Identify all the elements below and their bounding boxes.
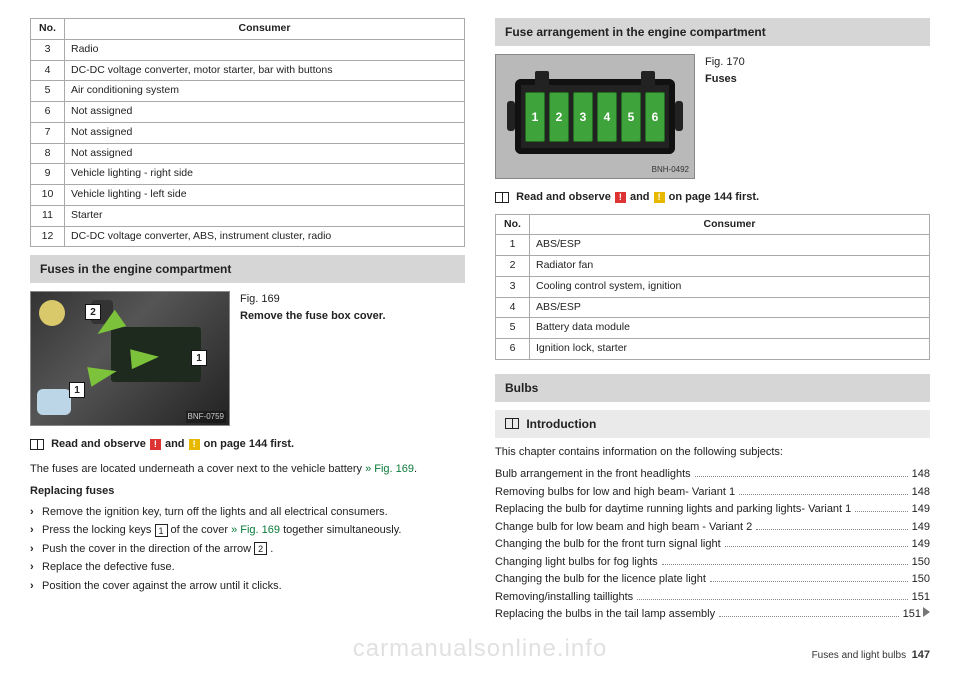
section-title-fuses-engine: Fuses in the engine compartment [30,255,465,283]
caution-icon: ! [189,439,200,450]
table-row: 4ABS/ESP [496,297,930,318]
figure-number: Fig. 169 [240,291,465,308]
left-column: No. Consumer 3Radio 4DC-DC voltage conve… [30,18,465,647]
figure-170-caption: Fig. 170 Fuses [705,54,930,179]
table-row: 3Cooling control system, ignition [496,276,930,297]
table-row: 1ABS/ESP [496,235,930,256]
subsection-introduction: Introduction [495,410,930,438]
toc-row[interactable]: Changing light bulbs for fog lights150 [495,554,930,571]
steps-list: Remove the ignition key, turn off the li… [30,504,465,595]
callout-1b: 1 [191,350,207,366]
book-icon [495,192,509,203]
figure-170-image: 1 2 3 4 5 6 BNH-0492 [495,54,695,179]
list-item: Push the cover in the direction of the a… [30,541,465,558]
fuse-slot: 5 [621,92,641,142]
figure-169: 1 1 2 BNF-0759 Fig. 169 Remove the fuse … [30,291,465,426]
figure-170: 1 2 3 4 5 6 BNH-0492 Fig. 170 Fuses [495,54,930,179]
figure-169-caption: Fig. 169 Remove the fuse box cover. [240,291,465,426]
th-consumer: Consumer [65,19,465,40]
caution-icon: ! [654,192,665,203]
continue-icon [923,607,930,617]
toc-row[interactable]: Replacing the bulbs in the tail lamp ass… [495,606,930,623]
toc-row[interactable]: Removing/installing taillights151 [495,589,930,606]
table-row: 8Not assigned [31,143,465,164]
fig-link[interactable]: » Fig. 169 [365,463,414,475]
image-ref: BNH-0492 [650,164,691,176]
table-row: 10Vehicle lighting - left side [31,185,465,206]
figure-number: Fig. 170 [705,54,930,71]
intro-line: This chapter contains information on the… [495,444,930,461]
table-row: 5Air conditioning system [31,81,465,102]
toc-row[interactable]: Changing the bulb for the licence plate … [495,571,930,588]
callout-2: 2 [85,304,101,320]
callout-ref: 1 [155,524,168,537]
table-row: 6Ignition lock, starter [496,339,930,360]
figure-169-image: 1 1 2 BNF-0759 [30,291,230,426]
warning-icon: ! [150,439,161,450]
book-icon [505,418,519,429]
th-no: No. [31,19,65,40]
list-item: Replace the defective fuse. [30,559,465,576]
callout-ref: 2 [254,542,267,555]
th-consumer: Consumer [530,214,930,235]
table-row: 3Radio [31,39,465,60]
read-observe-line: Read and observe ! and ! on page 144 fir… [495,189,930,206]
fuse-slot: 4 [597,92,617,142]
read-observe-line: Read and observe ! and ! on page 144 fir… [30,436,465,453]
consumer-table-top: No. Consumer 3Radio 4DC-DC voltage conve… [30,18,465,247]
book-icon [30,439,44,450]
toc-row[interactable]: Change bulb for low beam and high beam -… [495,519,930,536]
list-item: Position the cover against the arrow unt… [30,578,465,595]
toc-row[interactable]: Removing bulbs for low and high beam- Va… [495,484,930,501]
th-no: No. [496,214,530,235]
fuse-slot: 2 [549,92,569,142]
page-number: 147 [912,649,930,661]
table-row: 11Starter [31,205,465,226]
section-title-fuse-arrangement: Fuse arrangement in the engine compartme… [495,18,930,46]
right-column: Fuse arrangement in the engine compartme… [495,18,930,647]
figure-caption: Fuses [705,71,930,88]
table-row: 4DC-DC voltage converter, motor starter,… [31,60,465,81]
image-ref: BNF-0759 [186,411,226,423]
fuse-slot: 6 [645,92,665,142]
warning-icon: ! [615,192,626,203]
section-title-bulbs: Bulbs [495,374,930,402]
table-row: 5Battery data module [496,318,930,339]
toc-row[interactable]: Changing the bulb for the front turn sig… [495,536,930,553]
table-row: 2Radiator fan [496,256,930,277]
page-footer: Fuses and light bulbs 147 [812,647,930,664]
arrow-icon [130,347,160,369]
table-row: 9Vehicle lighting - right side [31,164,465,185]
fuse-slot: 1 [525,92,545,142]
callout-1: 1 [69,382,85,398]
table-row: 7Not assigned [31,122,465,143]
table-row: 12DC-DC voltage converter, ABS, instrume… [31,226,465,247]
fuse-connector: 1 2 3 4 5 6 [515,79,675,154]
toc-row[interactable]: Replacing the bulb for daytime running l… [495,501,930,518]
fuse-slot: 3 [573,92,593,142]
consumer-table-engine: No. Consumer 1ABS/ESP 2Radiator fan 3Coo… [495,214,930,360]
fig-link[interactable]: » Fig. 169 [231,524,280,536]
figure-caption: Remove the fuse box cover. [240,308,465,325]
toc-row[interactable]: Bulb arrangement in the front headlights… [495,466,930,483]
toc: Bulb arrangement in the front headlights… [495,466,930,623]
list-item: Remove the ignition key, turn off the li… [30,504,465,521]
replacing-fuses-heading: Replacing fuses [30,483,465,500]
list-item: Press the locking keys 1 of the cover » … [30,522,465,539]
paragraph: The fuses are located underneath a cover… [30,461,465,478]
table-row: 6Not assigned [31,102,465,123]
page: No. Consumer 3Radio 4DC-DC voltage conve… [0,0,960,677]
